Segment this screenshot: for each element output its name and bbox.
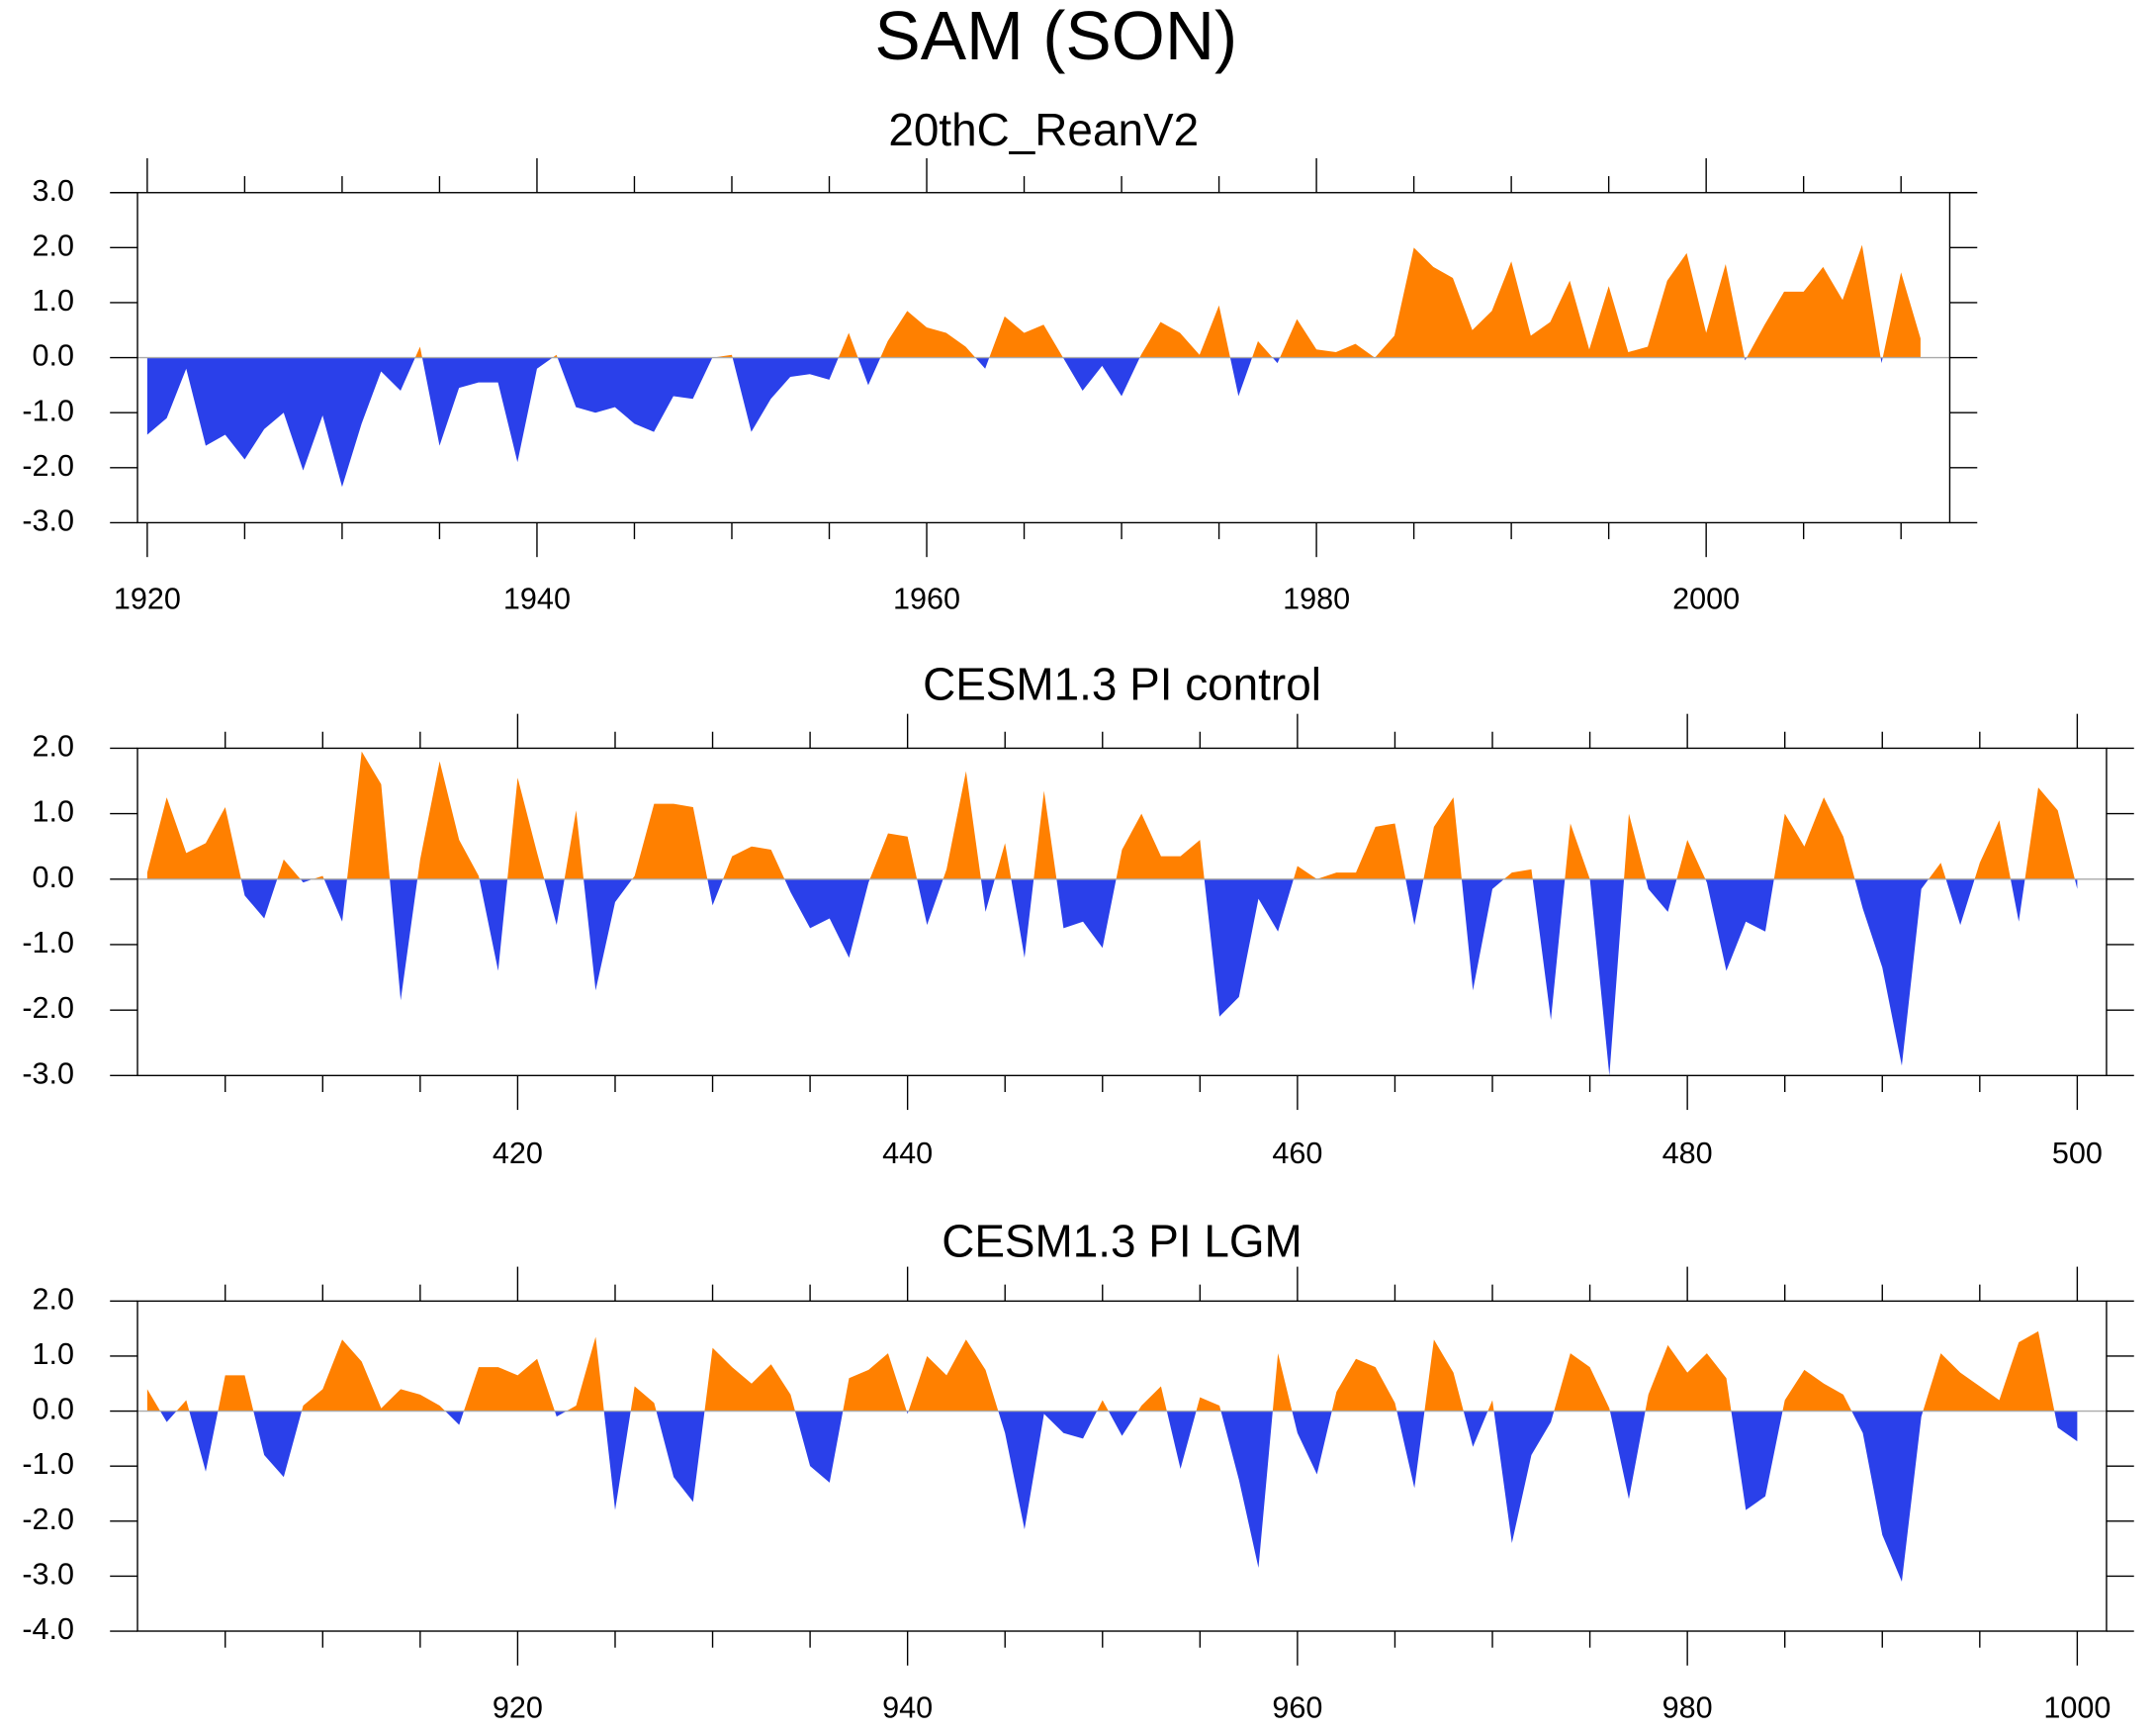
y-tick-label: 0.0 [33,1393,75,1426]
negative-area [146,357,1921,488]
panel: 20thC_ReanV2 -3.0 -2.0 -1.0 0.0 1.0 2.0 3.0 1920… [22,104,1978,616]
panel-title: CESM1.3 PI control [923,658,1321,709]
x-tick-label: 2000 [1672,583,1740,616]
x-tick-label: 960 [1272,1690,1322,1724]
x-tick-label: 1960 [893,583,960,616]
x-tick-label: 1940 [503,583,571,616]
x-tick-label: 420 [493,1137,543,1170]
negative-area [146,1411,2078,1582]
positive-area [146,244,1921,358]
x-tick-label: 1920 [114,583,181,616]
y-tick-label: 3.0 [33,174,75,208]
x-tick-label: 940 [882,1690,933,1724]
main-title: SAM (SON) [874,0,1237,74]
negative-area [240,878,2078,1076]
panel-title: CESM1.3 PI LGM [942,1215,1303,1266]
x-tick-label: 500 [2052,1137,2103,1170]
y-tick-label: 0.0 [33,861,75,894]
y-tick-label: -4.0 [22,1612,74,1646]
x-tick-label: 1980 [1283,583,1350,616]
positive-area [146,1330,2078,1412]
y-tick-label: -1.0 [22,926,74,959]
y-tick-label: -3.0 [22,1056,74,1090]
plot-frame [136,747,2108,1077]
x-tick-label: 1000 [2043,1690,2111,1724]
positive-area [146,751,2075,879]
y-tick-label: 0.0 [33,339,75,373]
y-tick-label: 1.0 [33,284,75,318]
y-tick-label: 2.0 [33,730,75,764]
panel: CESM1.3 PI LGM -4.0 -3.0 -2.0 -1.0 0.0 1.0 2.0 9… [22,1215,2134,1724]
y-tick-label: -2.0 [22,1503,74,1536]
panel: CESM1.3 PI control -3.0 -2.0 -1.0 0.0 1.0 2.0 4… [22,658,2134,1170]
x-tick-label: 980 [1662,1690,1713,1724]
y-tick-label: -2.0 [22,991,74,1025]
y-tick-label: 1.0 [33,1337,75,1371]
y-tick-label: -1.0 [22,1447,74,1481]
plot-frame [136,1300,2108,1632]
x-tick-label: 460 [1272,1137,1322,1170]
y-tick-label: -3.0 [22,1557,74,1591]
y-tick-label: -1.0 [22,394,74,427]
y-tick-label: 2.0 [33,1282,75,1316]
y-tick-label: -3.0 [22,504,74,538]
panel-title: 20thC_ReanV2 [888,104,1199,155]
x-tick-label: 480 [1662,1137,1713,1170]
x-tick-label: 440 [882,1137,933,1170]
y-tick-label: 2.0 [33,228,75,262]
y-tick-label: 1.0 [33,795,75,829]
x-tick-label: 920 [493,1690,543,1724]
y-tick-label: -2.0 [22,449,74,483]
